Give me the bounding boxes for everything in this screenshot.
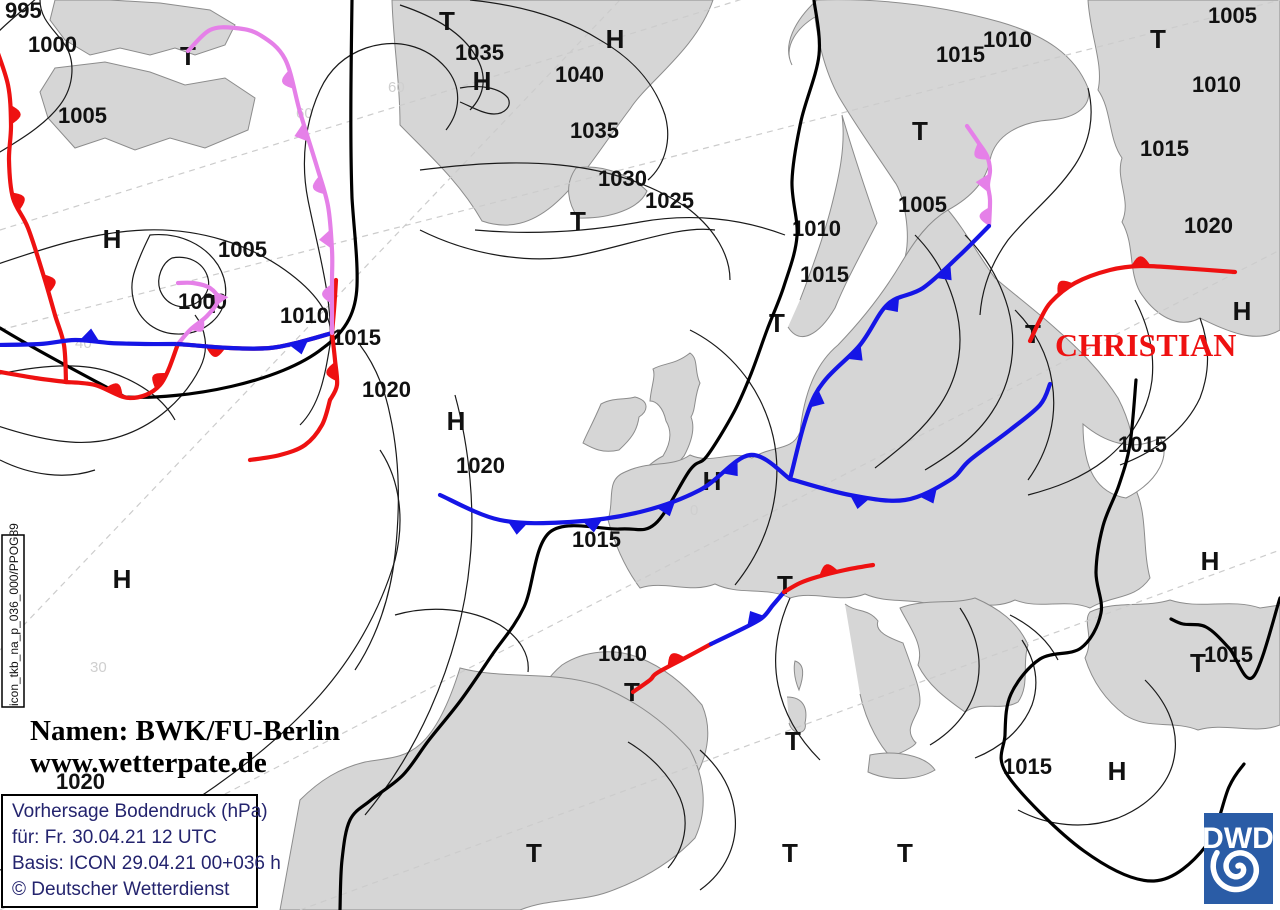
svg-text:1020: 1020 <box>456 453 505 478</box>
svg-text:T: T <box>785 726 801 756</box>
svg-text:T: T <box>782 838 798 868</box>
svg-text:1020: 1020 <box>1184 213 1233 238</box>
svg-text:1005: 1005 <box>58 103 107 128</box>
svg-text:995: 995 <box>5 0 42 23</box>
svg-text:1015: 1015 <box>1003 754 1052 779</box>
svg-text:Basis: ICON 29.04.21 00+036 h: Basis: ICON 29.04.21 00+036 h <box>12 853 281 874</box>
svg-text:H: H <box>473 66 492 96</box>
svg-text:1005: 1005 <box>218 237 267 262</box>
svg-text:Namen: BWK/FU-Berlin: Namen: BWK/FU-Berlin <box>30 715 340 747</box>
svg-text:H: H <box>1201 546 1220 576</box>
svg-text:1005: 1005 <box>1208 3 1257 28</box>
svg-text:0: 0 <box>690 502 698 519</box>
svg-text:T: T <box>1150 24 1166 54</box>
svg-text:1000: 1000 <box>28 32 77 57</box>
svg-text:1025: 1025 <box>645 188 694 213</box>
svg-text:1010: 1010 <box>280 303 329 328</box>
svg-text:1020: 1020 <box>362 377 411 402</box>
svg-text:1030: 1030 <box>598 166 647 191</box>
svg-text:1010: 1010 <box>598 641 647 666</box>
svg-text:60: 60 <box>388 79 405 96</box>
svg-text:DWD: DWD <box>1202 822 1274 855</box>
svg-text:1015: 1015 <box>1140 136 1189 161</box>
svg-text:T: T <box>912 116 928 146</box>
svg-text:H: H <box>1108 756 1127 786</box>
svg-text:1015: 1015 <box>800 262 849 287</box>
svg-text:1015: 1015 <box>1118 432 1167 457</box>
svg-text:T: T <box>897 838 913 868</box>
svg-text:Vorhersage Bodendruck (hPa): Vorhersage Bodendruck (hPa) <box>12 801 268 822</box>
svg-text:© Deutscher Wetterdienst: © Deutscher Wetterdienst <box>12 879 230 900</box>
svg-text:T: T <box>439 6 455 36</box>
svg-text:1010: 1010 <box>792 216 841 241</box>
svg-text:1015: 1015 <box>936 42 985 67</box>
svg-text:H: H <box>1233 296 1252 326</box>
svg-text:T: T <box>570 206 586 236</box>
svg-text:1010: 1010 <box>1192 72 1241 97</box>
svg-text:H: H <box>113 564 132 594</box>
svg-text:T: T <box>526 838 542 868</box>
svg-text:1035: 1035 <box>570 118 619 143</box>
svg-text:1040: 1040 <box>555 62 604 87</box>
svg-text:für: Fr. 30.04.21 12 UTC: für: Fr. 30.04.21 12 UTC <box>12 827 217 848</box>
svg-text:CHRISTIAN: CHRISTIAN <box>1055 327 1236 363</box>
svg-text:H: H <box>606 24 625 54</box>
svg-text:icon_tkb_na_p_036_000/PPOG89: icon_tkb_na_p_036_000/PPOG89 <box>7 523 21 706</box>
svg-text:1035: 1035 <box>455 40 504 65</box>
svg-text:www.wetterpate.de: www.wetterpate.de <box>30 747 267 779</box>
svg-text:30: 30 <box>90 659 107 676</box>
svg-text:T: T <box>769 308 785 338</box>
svg-text:1010: 1010 <box>983 27 1032 52</box>
svg-text:1015: 1015 <box>332 325 381 350</box>
svg-text:T: T <box>1190 648 1206 678</box>
svg-text:H: H <box>447 406 466 436</box>
svg-text:1015: 1015 <box>572 527 621 552</box>
svg-text:H: H <box>103 224 122 254</box>
svg-text:1005: 1005 <box>898 192 947 217</box>
